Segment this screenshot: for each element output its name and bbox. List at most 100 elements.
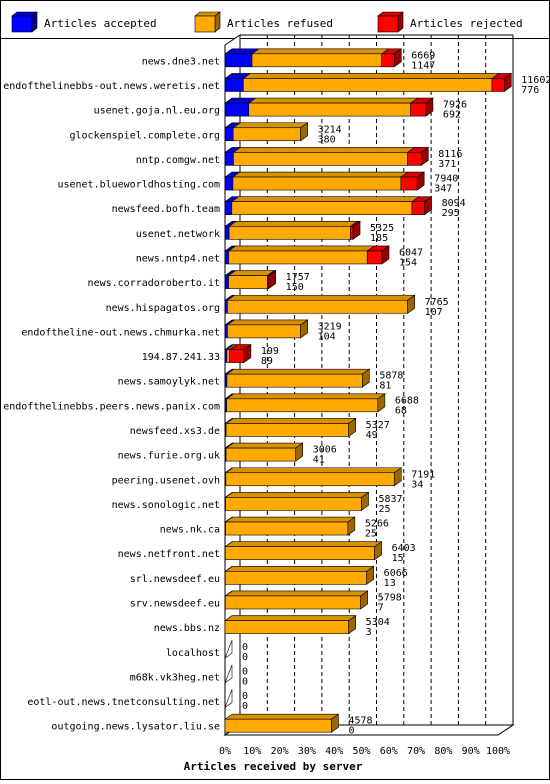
value-label-total: 0 — [242, 691, 248, 702]
bar-side — [362, 368, 370, 388]
bar-segment-refused — [228, 250, 368, 265]
value-label-total: 199 — [261, 346, 279, 357]
category-label: 194.87.241.33 — [142, 352, 220, 363]
value-label-accepted: 89 — [261, 356, 273, 367]
bar-side — [331, 713, 339, 733]
bar-segment-refused — [251, 53, 383, 68]
value-label-total: 6047 — [399, 247, 423, 258]
bar-segment-accepted — [224, 127, 234, 142]
value-label-accepted: 0 — [242, 652, 248, 663]
x-tick-label: 20% — [271, 746, 289, 757]
bar-side — [348, 615, 356, 635]
bar-segment-refused — [232, 127, 301, 142]
value-label-accepted: 104 — [318, 331, 336, 342]
value-label-accepted: 107 — [425, 307, 443, 318]
bar-segment-refused — [226, 349, 230, 363]
bar-segment-rejected — [229, 349, 245, 363]
category-label: news.netfront.net — [118, 549, 220, 560]
category-label: endofthelinebbs.peers.news.panix.com — [3, 401, 220, 412]
bar-side — [366, 565, 374, 585]
value-label-total: 7765 — [425, 297, 449, 308]
bar-segment-accepted — [224, 299, 228, 314]
x-tick-label: 50% — [352, 746, 370, 757]
bar-top-1 — [230, 196, 420, 202]
category-label: outgoing.news.lysator.liu.se — [51, 722, 220, 733]
bar-segment-rejected — [366, 250, 383, 265]
value-label-total: 7940 — [434, 174, 458, 185]
bar-top-1 — [225, 442, 304, 449]
value-label-total: 5304 — [366, 617, 390, 628]
bar-segment-refused — [224, 571, 367, 585]
bar-segment-refused — [232, 176, 402, 191]
bars — [224, 48, 513, 733]
value-label-accepted: 34 — [411, 479, 423, 490]
value-label-total: 1757 — [286, 272, 310, 283]
bar-segment-refused — [224, 620, 349, 634]
bar-side — [393, 467, 402, 487]
value-label-total: 6066 — [384, 568, 408, 579]
bar-top-1 — [232, 122, 309, 129]
value-label-accepted: 150 — [286, 282, 304, 293]
value-label-accepted: 68 — [395, 405, 407, 416]
x-axis-title: Articles received by server — [184, 760, 363, 773]
category-label: m68k.vk3heg.net — [130, 672, 220, 683]
value-label-accepted: 3 — [366, 627, 372, 638]
value-label-accepted: 41 — [313, 455, 325, 466]
category-label: endoftheline-out.news.chmurka.net — [21, 327, 220, 338]
category-labels: news.dne3.net endofthelinebbs-out.news.we… — [3, 56, 220, 732]
value-label-accepted: 0 — [348, 726, 354, 737]
bar-top-1 — [228, 221, 359, 227]
bar-segment-refused — [226, 373, 363, 388]
bar-segment-refused — [228, 275, 268, 289]
category-label: endofthelinebbs-out.news.weretis.net — [3, 81, 220, 92]
bar-side — [295, 442, 304, 462]
category-label: news.dne3.net — [142, 56, 220, 67]
bar-top-1 — [231, 171, 409, 178]
bar-segment-accepted — [224, 78, 244, 92]
bar-top-1 — [226, 294, 416, 301]
category-label: news.hispagatos.org — [106, 303, 220, 314]
bar-top-1 — [224, 467, 403, 474]
value-label-accepted: 25 — [365, 529, 377, 540]
value-label-accepted: 154 — [399, 257, 417, 268]
value-label-accepted: 185 — [370, 233, 388, 244]
bar-segment-rejected — [350, 226, 354, 240]
bar-segment-refused — [224, 718, 332, 733]
x-tick-label: 80% — [434, 746, 452, 757]
bar-segment-rejected — [411, 201, 425, 215]
bar-side — [374, 541, 382, 561]
value-label-total: 3214 — [318, 124, 342, 135]
bar-segment-rejected — [491, 78, 505, 92]
category-label: news.bbs.nz — [154, 623, 220, 634]
bar-segment-refused — [225, 497, 362, 511]
value-label-total: 0 — [242, 666, 248, 677]
bar-segment-accepted — [224, 201, 233, 215]
bar-segment-rejected — [410, 102, 427, 117]
category-label: localhost — [166, 648, 220, 659]
legend-label: Articles accepted — [44, 17, 157, 30]
bar-segment-refused — [242, 78, 493, 92]
category-label: glockenspiel.complete.org — [69, 130, 220, 141]
bar-top-1 — [224, 590, 369, 597]
bar-segment-refused — [227, 299, 408, 314]
x-tick-label: 10% — [243, 746, 261, 757]
value-label-accepted: 7 — [378, 602, 384, 613]
bar-side — [503, 72, 512, 93]
value-label-total: 6688 — [395, 395, 419, 406]
x-tick-label: 100% — [486, 746, 510, 757]
x-tick-label: 70% — [407, 746, 425, 757]
bar-side — [416, 171, 425, 191]
value-label-total: 4578 — [348, 716, 372, 727]
bar-side — [300, 122, 308, 142]
bar-top-1 — [247, 97, 419, 104]
bar-segment-refused — [227, 324, 301, 339]
value-label-total: 6669 — [411, 50, 435, 61]
bar-side — [425, 97, 434, 117]
category-label: eotl-out.news.tnetconsulting.net — [27, 697, 220, 708]
value-label-accepted: 347 — [434, 184, 452, 195]
bar-top-1 — [225, 393, 386, 400]
bar-side — [347, 516, 356, 536]
value-label-accepted: 371 — [438, 159, 456, 170]
